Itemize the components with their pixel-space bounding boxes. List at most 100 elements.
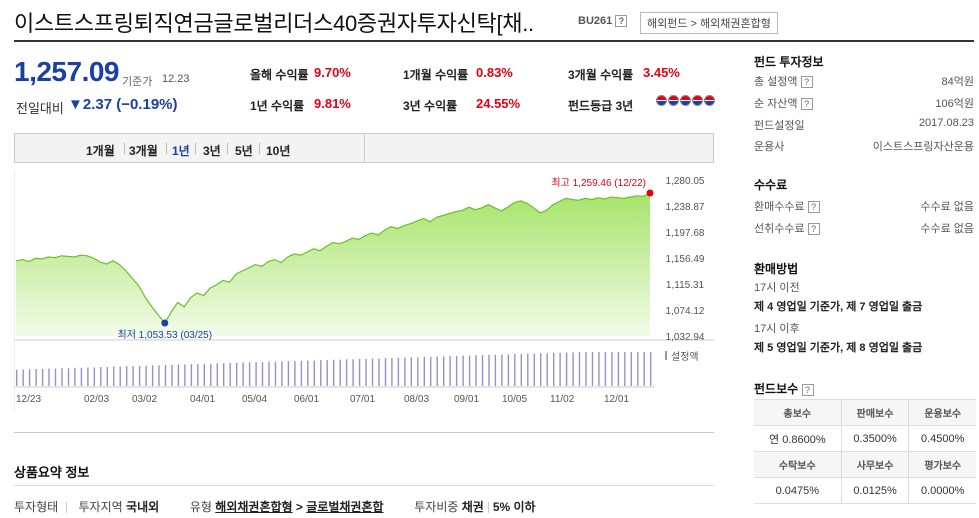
volume-bar xyxy=(650,352,652,386)
comp-head-valuation: 평가보수 xyxy=(908,451,976,478)
volume-bar xyxy=(41,369,44,386)
fee-row-redemption: 환매수수료 ? 수수료 없음 xyxy=(754,198,974,214)
help-icon[interactable]: ? xyxy=(807,201,820,214)
volume-bar xyxy=(410,357,412,386)
volume-bar xyxy=(527,353,529,386)
comp-head-admin: 사무보수 xyxy=(840,451,909,478)
volume-bar xyxy=(151,365,154,386)
ratio-label: 투자비중 xyxy=(414,500,459,514)
volume-bar xyxy=(468,355,471,386)
return-label-ytd: 올해 수익률 xyxy=(250,68,309,82)
compensation-table: 총보수 판매보수 운용보수 연 0.8600% 0.3500% 0.4500% … xyxy=(754,399,976,504)
price-chart[interactable]: 1,280.05 1,238.87 1,197.68 1,156.49 1,115.31… xyxy=(13,170,714,410)
volume-bar xyxy=(565,352,568,386)
info-value: 84억원 xyxy=(941,76,974,88)
volume-bar xyxy=(604,352,607,386)
volume-bar xyxy=(501,354,503,386)
type-link-1[interactable]: 해외채권혼합형 xyxy=(215,500,293,514)
info-row-total: 총 설정액 ? 84억원 xyxy=(754,73,974,89)
volume-bar xyxy=(494,354,497,386)
volume-bar xyxy=(268,361,270,386)
volume-bar xyxy=(132,366,134,386)
volume-bar xyxy=(300,360,303,386)
volume-bar xyxy=(74,367,76,386)
grade-mark-icon xyxy=(692,95,703,106)
redemption-after-label: 17시 이후 xyxy=(754,323,800,335)
region-value: 국내외 xyxy=(126,500,160,514)
compensation-title: 펀드보수 xyxy=(754,382,799,396)
max-label: 최고 1,259.46 (12/22) xyxy=(551,177,646,189)
comp-value-mgmt: 0.4500% xyxy=(908,425,976,452)
volume-bar xyxy=(126,366,128,386)
volume-legend-label: 설정액 xyxy=(671,351,699,363)
tab-1m[interactable]: 1개월 xyxy=(86,144,115,158)
volume-bar xyxy=(22,369,24,386)
tab-10y[interactable]: 10년 xyxy=(266,144,291,158)
fund-grade-rating xyxy=(656,95,716,109)
change-value: ▼2.37 (−0.19%) xyxy=(68,96,178,113)
fee-label: 환매수수료 xyxy=(754,201,805,213)
help-icon[interactable]: ? xyxy=(800,76,813,89)
volume-bar xyxy=(617,352,620,386)
x-tick-label: 06/01 xyxy=(294,394,319,405)
volume-bar xyxy=(229,362,231,386)
region-label: 투자지역 xyxy=(78,500,123,514)
help-icon[interactable]: ? xyxy=(615,15,628,28)
y-tick-label: 1,238.87 xyxy=(666,202,705,213)
tab-separator xyxy=(195,143,196,154)
volume-bar xyxy=(481,355,484,386)
volume-bar xyxy=(352,359,354,386)
comp-value-valuation: 0.0000% xyxy=(908,477,976,504)
volume-bar xyxy=(572,352,574,386)
volume-bar xyxy=(138,365,141,386)
x-tick-label: 09/01 xyxy=(454,394,479,405)
x-tick-label: 05/04 xyxy=(242,394,267,405)
help-icon[interactable]: ? xyxy=(800,98,813,111)
return-value-1m: 0.83% xyxy=(476,65,513,80)
volume-bar xyxy=(637,352,639,386)
tab-3m[interactable]: 3개월 xyxy=(129,144,158,158)
return-value-1y: 9.81% xyxy=(314,96,351,111)
tab-separator xyxy=(124,143,125,154)
y-tick-label: 1,197.68 xyxy=(666,228,705,239)
volume-bar xyxy=(184,364,186,386)
info-label: 펀드설정일 xyxy=(754,120,805,132)
tab-1y[interactable]: 1년 xyxy=(172,144,190,158)
help-icon[interactable]: ? xyxy=(807,223,820,236)
volume-bar xyxy=(320,360,322,386)
volume-bar xyxy=(100,367,102,386)
volume-bar xyxy=(546,353,548,386)
info-value: 106억원 xyxy=(935,98,974,110)
volume-bar xyxy=(313,360,315,386)
volume-bar xyxy=(93,367,95,386)
volume-bar xyxy=(164,365,167,386)
fund-code: BU261 ? xyxy=(578,15,628,28)
info-label: 순 자산액 xyxy=(754,98,798,110)
volume-bar xyxy=(261,362,264,386)
volume-bar xyxy=(35,369,37,386)
y-tick-label: 1,032.94 xyxy=(666,332,705,343)
help-icon[interactable]: ? xyxy=(801,383,814,396)
tab-5y[interactable]: 5년 xyxy=(235,144,253,158)
return-label-3y: 3년 수익률 xyxy=(403,99,458,113)
type-link-2[interactable]: 글로벌채권혼합 xyxy=(306,500,384,514)
redemption-after-rule: 제 5 영업일 기준가, 제 8 영업일 출금 xyxy=(754,342,923,354)
volume-bar xyxy=(281,361,283,386)
comp-head-total: 총보수 xyxy=(754,399,842,426)
price-area xyxy=(16,193,650,336)
volume-bar xyxy=(643,352,645,386)
volume-bar xyxy=(384,358,387,386)
volume-bar xyxy=(119,366,121,386)
return-value-3m: 3.45% xyxy=(643,65,680,80)
volume-legend-swatch xyxy=(665,351,667,360)
table-row: 0.0475% 0.0125% 0.0000% xyxy=(754,477,976,504)
price-chart-svg: 1,280.05 1,238.87 1,197.68 1,156.49 1,115.31… xyxy=(13,170,714,410)
volume-bar xyxy=(507,354,510,386)
fee-panel: 수수료 환매수수료 ? 수수료 없음 선취수수료 ? 수수료 없음 xyxy=(754,176,976,236)
table-row: 총보수 판매보수 운용보수 xyxy=(754,399,976,426)
x-tick-label: 04/01 xyxy=(190,394,215,405)
ratio-value-1: 채권 xyxy=(461,500,484,514)
tab-3y[interactable]: 3년 xyxy=(203,144,221,158)
category-breadcrumb[interactable]: 해외펀드 > 해외채권혼합형 xyxy=(640,12,778,34)
info-label: 운용사 xyxy=(754,141,785,153)
